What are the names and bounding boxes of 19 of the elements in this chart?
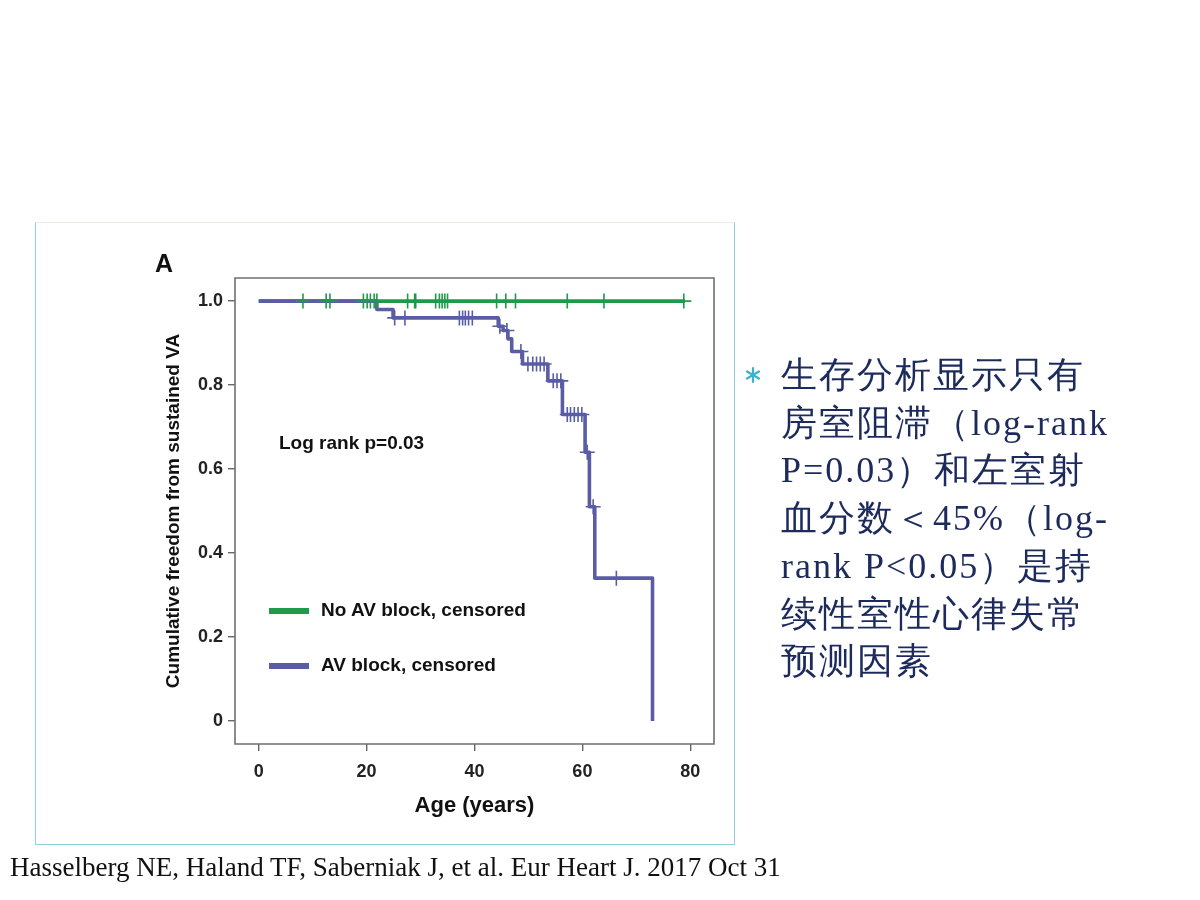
annotation: Log rank p=0.03 <box>279 432 425 454</box>
text: A <box>155 248 174 277</box>
text: 生存分析显示只有房室阻滞（log-rank P=0.03）和左室射血分数＜45%（log-rank P<0.05）是持续性室性心律失常预测因素 <box>781 354 1110 684</box>
x-tick-label: 20 <box>356 760 377 781</box>
x-axis-title: Age (years) <box>414 791 535 817</box>
text: Hasselberg NE, Haland TF, Saberniak J, et al. Eur Heart J. 2017 Oct 31 <box>10 852 781 883</box>
legend-label: AV block, censored <box>321 654 496 676</box>
x-tick-label: 40 <box>464 760 485 781</box>
legend-label: No AV block, censored <box>321 599 526 621</box>
y-tick-label: 0 <box>212 709 223 730</box>
y-tick-label: 1.0 <box>197 290 223 311</box>
y-tick-label: 0.4 <box>197 541 223 562</box>
x-tick-label: 0 <box>253 760 264 781</box>
x-tick-label: 80 <box>680 760 701 781</box>
y-tick-label: 0.2 <box>197 625 223 646</box>
y-tick-label: 0.8 <box>197 374 223 395</box>
x-tick-label: 60 <box>572 760 593 781</box>
y-axis-title: Cumulative freedom from sustained VA <box>161 333 183 689</box>
y-tick-label: 0.6 <box>197 457 223 478</box>
